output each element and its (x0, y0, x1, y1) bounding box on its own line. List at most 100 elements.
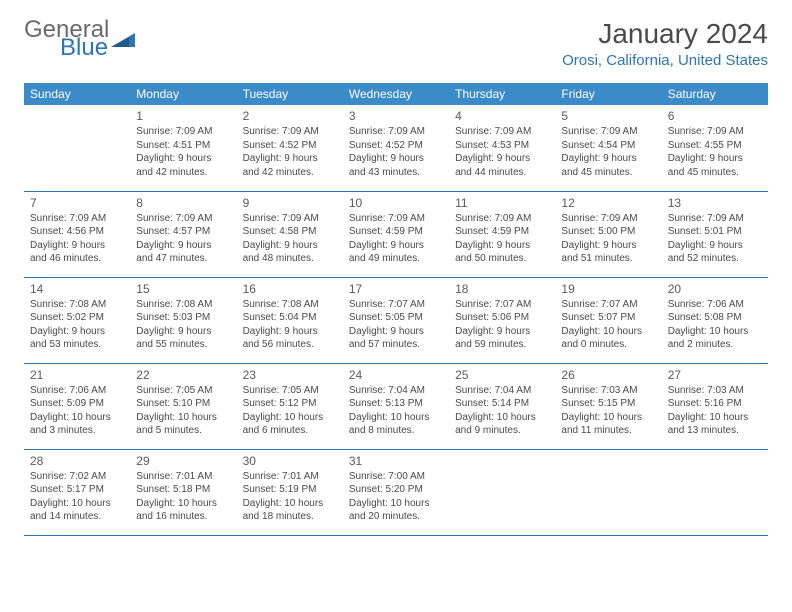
daylight-text: Daylight: 9 hours (349, 239, 443, 253)
daylight-text: and 42 minutes. (136, 166, 230, 180)
sunset-text: Sunset: 4:52 PM (349, 139, 443, 153)
sunset-text: Sunset: 5:14 PM (455, 397, 549, 411)
daylight-text: Daylight: 9 hours (243, 239, 337, 253)
daylight-text: and 51 minutes. (561, 252, 655, 266)
daylight-text: Daylight: 9 hours (30, 239, 124, 253)
sunrise-text: Sunrise: 7:06 AM (30, 384, 124, 398)
daylight-text: and 44 minutes. (455, 166, 549, 180)
sunset-text: Sunset: 5:08 PM (668, 311, 762, 325)
daylight-text: and 8 minutes. (349, 424, 443, 438)
calendar-day-cell (24, 105, 130, 191)
day-number: 22 (136, 367, 230, 383)
day-number: 28 (30, 453, 124, 469)
calendar-week-row: 14Sunrise: 7:08 AMSunset: 5:02 PMDayligh… (24, 277, 768, 363)
weekday-header-row: Sunday Monday Tuesday Wednesday Thursday… (24, 83, 768, 105)
daylight-text: and 52 minutes. (668, 252, 762, 266)
daylight-text: and 2 minutes. (668, 338, 762, 352)
daylight-text: Daylight: 10 hours (349, 411, 443, 425)
day-number: 8 (136, 195, 230, 211)
sunrise-text: Sunrise: 7:03 AM (668, 384, 762, 398)
sunrise-text: Sunrise: 7:07 AM (561, 298, 655, 312)
daylight-text: and 57 minutes. (349, 338, 443, 352)
daylight-text: Daylight: 9 hours (455, 325, 549, 339)
weekday-header: Friday (555, 83, 661, 105)
day-number: 26 (561, 367, 655, 383)
calendar-day-cell: 2Sunrise: 7:09 AMSunset: 4:52 PMDaylight… (237, 105, 343, 191)
day-number: 12 (561, 195, 655, 211)
sunrise-text: Sunrise: 7:09 AM (561, 212, 655, 226)
sunset-text: Sunset: 5:00 PM (561, 225, 655, 239)
calendar-week-row: 1Sunrise: 7:09 AMSunset: 4:51 PMDaylight… (24, 105, 768, 191)
sunset-text: Sunset: 4:58 PM (243, 225, 337, 239)
sunset-text: Sunset: 5:03 PM (136, 311, 230, 325)
sunrise-text: Sunrise: 7:05 AM (136, 384, 230, 398)
day-number: 19 (561, 281, 655, 297)
sunrise-text: Sunrise: 7:00 AM (349, 470, 443, 484)
sunrise-text: Sunrise: 7:03 AM (561, 384, 655, 398)
day-number: 7 (30, 195, 124, 211)
logo-triangle-icon (111, 29, 135, 47)
daylight-text: Daylight: 9 hours (136, 152, 230, 166)
calendar-day-cell: 28Sunrise: 7:02 AMSunset: 5:17 PMDayligh… (24, 449, 130, 535)
sunrise-text: Sunrise: 7:09 AM (561, 125, 655, 139)
day-number: 27 (668, 367, 762, 383)
calendar-day-cell: 23Sunrise: 7:05 AMSunset: 5:12 PMDayligh… (237, 363, 343, 449)
weekday-header: Thursday (449, 83, 555, 105)
sunset-text: Sunset: 5:05 PM (349, 311, 443, 325)
daylight-text: Daylight: 10 hours (561, 325, 655, 339)
calendar-table: Sunday Monday Tuesday Wednesday Thursday… (24, 83, 768, 536)
sunset-text: Sunset: 5:10 PM (136, 397, 230, 411)
sunrise-text: Sunrise: 7:06 AM (668, 298, 762, 312)
daylight-text: and 5 minutes. (136, 424, 230, 438)
daylight-text: Daylight: 9 hours (349, 152, 443, 166)
sunrise-text: Sunrise: 7:07 AM (349, 298, 443, 312)
daylight-text: and 3 minutes. (30, 424, 124, 438)
weekday-header: Sunday (24, 83, 130, 105)
calendar-day-cell: 12Sunrise: 7:09 AMSunset: 5:00 PMDayligh… (555, 191, 661, 277)
sunrise-text: Sunrise: 7:04 AM (455, 384, 549, 398)
day-number: 24 (349, 367, 443, 383)
daylight-text: and 16 minutes. (136, 510, 230, 524)
day-number: 9 (243, 195, 337, 211)
daylight-text: Daylight: 9 hours (561, 239, 655, 253)
weekday-header: Monday (130, 83, 236, 105)
day-number: 21 (30, 367, 124, 383)
daylight-text: and 49 minutes. (349, 252, 443, 266)
sunrise-text: Sunrise: 7:09 AM (455, 125, 549, 139)
title-block: January 2024 Orosi, California, United S… (562, 18, 768, 69)
daylight-text: and 11 minutes. (561, 424, 655, 438)
calendar-day-cell: 20Sunrise: 7:06 AMSunset: 5:08 PMDayligh… (662, 277, 768, 363)
calendar-day-cell: 19Sunrise: 7:07 AMSunset: 5:07 PMDayligh… (555, 277, 661, 363)
daylight-text: Daylight: 10 hours (30, 411, 124, 425)
daylight-text: and 45 minutes. (561, 166, 655, 180)
sunset-text: Sunset: 5:06 PM (455, 311, 549, 325)
daylight-text: and 0 minutes. (561, 338, 655, 352)
sunset-text: Sunset: 4:55 PM (668, 139, 762, 153)
sunrise-text: Sunrise: 7:05 AM (243, 384, 337, 398)
daylight-text: and 50 minutes. (455, 252, 549, 266)
daylight-text: Daylight: 10 hours (668, 325, 762, 339)
daylight-text: and 14 minutes. (30, 510, 124, 524)
day-number: 20 (668, 281, 762, 297)
daylight-text: Daylight: 9 hours (349, 325, 443, 339)
sunset-text: Sunset: 4:57 PM (136, 225, 230, 239)
sunrise-text: Sunrise: 7:09 AM (668, 125, 762, 139)
weekday-header: Tuesday (237, 83, 343, 105)
day-number: 18 (455, 281, 549, 297)
sunrise-text: Sunrise: 7:09 AM (30, 212, 124, 226)
sunset-text: Sunset: 5:09 PM (30, 397, 124, 411)
sunset-text: Sunset: 5:02 PM (30, 311, 124, 325)
sunrise-text: Sunrise: 7:09 AM (349, 212, 443, 226)
sunset-text: Sunset: 5:13 PM (349, 397, 443, 411)
calendar-day-cell (449, 449, 555, 535)
daylight-text: and 18 minutes. (243, 510, 337, 524)
day-number: 3 (349, 108, 443, 124)
sunset-text: Sunset: 4:52 PM (243, 139, 337, 153)
calendar-day-cell: 26Sunrise: 7:03 AMSunset: 5:15 PMDayligh… (555, 363, 661, 449)
sunset-text: Sunset: 5:18 PM (136, 483, 230, 497)
day-number: 25 (455, 367, 549, 383)
daylight-text: and 53 minutes. (30, 338, 124, 352)
day-number: 4 (455, 108, 549, 124)
day-number: 29 (136, 453, 230, 469)
calendar-week-row: 21Sunrise: 7:06 AMSunset: 5:09 PMDayligh… (24, 363, 768, 449)
